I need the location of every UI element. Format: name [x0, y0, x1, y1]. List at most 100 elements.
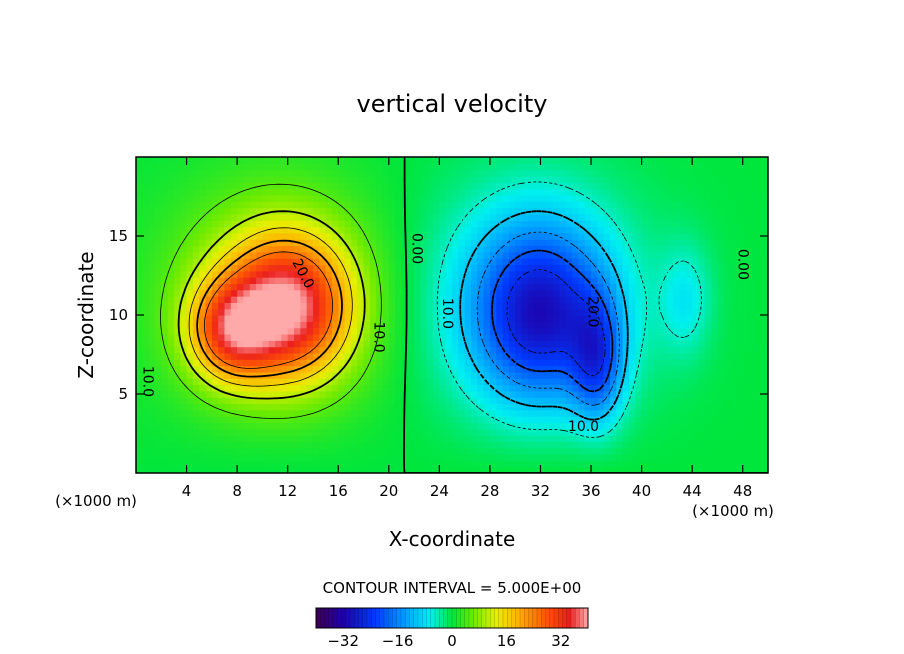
heatmap-cell: [489, 175, 497, 183]
heatmap-cell: [508, 327, 516, 335]
heatmap-cell: [199, 315, 207, 322]
heatmap-cell: [464, 245, 472, 253]
heatmap-cell: [281, 283, 289, 291]
heatmap-cell: [414, 157, 421, 164]
heatmap-cell: [666, 207, 674, 215]
heatmap-cell: [300, 460, 308, 468]
heatmap-cell: [704, 194, 712, 202]
heatmap-cell: [679, 283, 687, 291]
heatmap-cell: [458, 194, 466, 202]
heatmap-cell: [142, 251, 150, 259]
heatmap-cell: [319, 296, 327, 303]
heatmap-cell: [205, 226, 213, 234]
heatmap-cell: [180, 447, 188, 455]
heatmap-cell: [262, 296, 270, 303]
heatmap-cell: [742, 352, 750, 360]
heatmap-cell: [496, 245, 504, 253]
heatmap-cell: [464, 194, 472, 202]
heatmap-cell: [553, 454, 561, 461]
heatmap-cell: [452, 169, 459, 177]
heatmap-cell: [395, 447, 403, 455]
heatmap-cell: [350, 390, 358, 398]
heatmap-cell: [262, 416, 270, 424]
heatmap-cell: [603, 264, 611, 272]
heatmap-cell: [249, 435, 257, 442]
heatmap-cell: [730, 270, 737, 278]
heatmap-cell: [268, 447, 276, 455]
heatmap-cell: [426, 397, 434, 405]
heatmap-cell: [357, 390, 365, 398]
heatmap-cell: [711, 371, 719, 379]
heatmap-cell: [294, 264, 301, 272]
heatmap-cell: [502, 157, 510, 164]
heatmap-cell: [173, 384, 181, 392]
heatmap-cell: [559, 371, 567, 379]
heatmap-cell: [483, 277, 491, 284]
heatmap-cell: [578, 403, 586, 411]
heatmap-cell: [755, 315, 763, 322]
heatmap-cell: [306, 283, 314, 291]
heatmap-cell: [192, 365, 200, 373]
heatmap-cell: [534, 397, 542, 405]
heatmap-cell: [237, 213, 245, 221]
heatmap-cell: [357, 384, 365, 392]
heatmap-cell: [199, 163, 207, 171]
heatmap-cell: [306, 359, 314, 367]
heatmap-cell: [243, 352, 251, 360]
heatmap-cell: [742, 409, 750, 417]
heatmap-cell: [281, 264, 289, 272]
heatmap-cell: [723, 308, 731, 316]
heatmap-cell: [546, 365, 554, 373]
heatmap-cell: [685, 466, 693, 473]
heatmap-cell: [660, 239, 668, 247]
heatmap-cell: [268, 258, 276, 266]
heatmap-cell: [654, 296, 662, 303]
heatmap-cell: [496, 207, 504, 215]
heatmap-cell: [730, 340, 737, 348]
heatmap-cell: [180, 371, 188, 379]
heatmap-cell: [603, 422, 611, 430]
heatmap-cell: [142, 315, 150, 322]
heatmap-cell: [173, 327, 181, 335]
heatmap-cell: [439, 466, 447, 473]
heatmap-cell: [325, 409, 333, 417]
heatmap-cell: [382, 441, 390, 449]
heatmap-cell: [224, 232, 232, 240]
heatmap-cell: [237, 340, 245, 348]
heatmap-cell: [723, 213, 731, 221]
heatmap-cell: [458, 270, 466, 278]
heatmap-cell: [249, 371, 257, 379]
heatmap-cell: [521, 232, 529, 240]
heatmap-cell: [249, 308, 257, 316]
heatmap-cell: [205, 460, 213, 468]
heatmap-cell: [616, 321, 624, 329]
heatmap-cell: [173, 239, 181, 247]
heatmap-cell: [628, 296, 636, 303]
heatmap-cell: [477, 258, 485, 266]
heatmap-cell: [635, 226, 643, 234]
heatmap-cell: [515, 169, 523, 177]
heatmap-cell: [673, 409, 681, 417]
heatmap-cell: [635, 296, 643, 303]
heatmap-cell: [610, 371, 617, 379]
heatmap-cell: [508, 403, 516, 411]
heatmap-cell: [508, 333, 516, 341]
heatmap-cell: [496, 371, 504, 379]
heatmap-cell: [237, 352, 245, 360]
heatmap-cell: [275, 371, 282, 379]
heatmap-cell: [597, 340, 605, 348]
heatmap-cell: [268, 264, 276, 272]
heatmap-cell: [173, 409, 181, 417]
heatmap-cell: [534, 157, 542, 164]
heatmap-cell: [578, 359, 586, 367]
heatmap-cell: [723, 239, 731, 247]
heatmap-cell: [704, 384, 712, 392]
heatmap-cell: [641, 182, 649, 190]
heatmap-cell: [685, 308, 693, 316]
heatmap-cell: [344, 384, 352, 392]
heatmap-cell: [445, 422, 453, 430]
heatmap-cell: [154, 321, 162, 329]
heatmap-cell: [148, 163, 156, 171]
heatmap-cell: [167, 441, 175, 449]
heatmap-cell: [388, 352, 396, 360]
